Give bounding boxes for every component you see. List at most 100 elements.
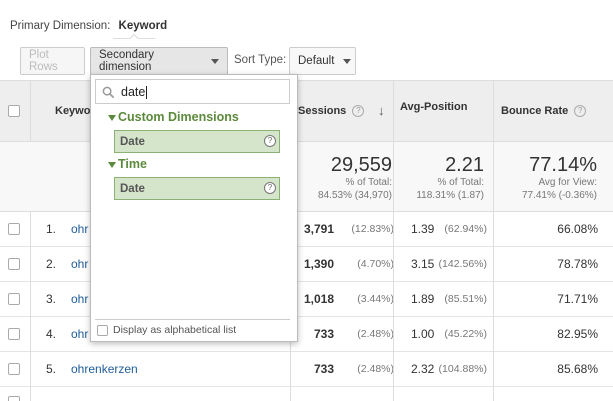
primary-dimension-pointer: [129, 33, 139, 43]
search-icon: [102, 86, 115, 99]
total-sessions-value: 29,559: [330, 154, 392, 176]
dropdown-divider: [95, 319, 290, 320]
row-sessions: 3,791: [303, 222, 334, 236]
table-row: 5. ohrenkerzen 733 (2.48%) 2.32 (104.88%…: [0, 352, 613, 387]
dimension-search-input[interactable]: date: [95, 79, 290, 104]
header-avg-position-label: Avg-Position: [400, 101, 468, 113]
help-icon[interactable]: ?: [264, 135, 276, 147]
row-bounce-rate: 85.68%: [557, 362, 598, 376]
row-position: 1.39: [411, 222, 435, 236]
secondary-dimension-dropdown: date Custom Dimensions Date ? Time Date …: [90, 74, 298, 342]
total-bounce-rate-value: 77.14%: [529, 154, 597, 176]
plot-rows-button[interactable]: Plot Rows: [20, 47, 85, 75]
row-bounce-rate: 82.95%: [557, 327, 598, 341]
row-number: 3.: [46, 292, 57, 306]
total-bounce-rate: 77.14% Avg for View: 77.41% (-0.36%): [494, 154, 597, 202]
primary-dimension-label: Primary Dimension:: [10, 20, 111, 32]
help-icon[interactable]: ?: [352, 105, 365, 117]
header-bounce-rate-label: Bounce Rate: [501, 105, 569, 117]
row-number: 5.: [46, 362, 57, 376]
option-date-time[interactable]: Date ?: [114, 177, 280, 200]
row-number: 2.: [46, 257, 57, 271]
total-avg-position-value: 2.21: [445, 154, 484, 176]
header-bounce-rate[interactable]: Bounce Rate ?: [501, 81, 587, 141]
group-custom-dimensions[interactable]: Custom Dimensions: [118, 110, 239, 124]
row-sessions: 733: [313, 327, 334, 341]
column-divider: [493, 80, 494, 401]
row-sessions: 1,018: [303, 292, 334, 306]
chevron-down-icon: [211, 58, 219, 64]
total-avg-position: 2.21 % of Total: 118.31% (1.87): [394, 154, 484, 202]
header-keyword-label: Keywor: [55, 105, 95, 117]
row-number: 1.: [46, 222, 57, 236]
text-cursor: [146, 86, 148, 100]
dimension-search-value: date: [121, 85, 148, 100]
option-date-custom[interactable]: Date ?: [114, 130, 280, 153]
total-sessions-sub1: % of Total:: [345, 177, 392, 188]
column-divider: [30, 212, 31, 401]
alphabetical-checkbox[interactable]: [97, 324, 108, 336]
sort-type-select[interactable]: Default: [289, 47, 356, 75]
total-avg-position-sub2: 118.31% (1.87): [416, 190, 484, 201]
row-keyword-link[interactable]: ohr: [71, 257, 89, 271]
row-sessions-pct: (4.70%): [357, 258, 394, 270]
total-sessions: 29,559 % of Total: 84.53% (34,970): [290, 154, 392, 202]
chevron-down-icon: [343, 58, 352, 64]
sort-desc-icon[interactable]: ↓: [378, 103, 385, 118]
option-date-label: Date: [120, 135, 145, 148]
help-icon[interactable]: ?: [574, 105, 587, 117]
table-row-partial: [0, 387, 613, 401]
sort-type-label: Sort Type:: [234, 54, 287, 66]
row-sessions-pct: (3.44%): [357, 293, 394, 305]
row-checkbox[interactable]: [8, 223, 20, 235]
help-icon[interactable]: ?: [264, 182, 276, 194]
group-time[interactable]: Time: [118, 157, 147, 171]
column-divider: [30, 80, 31, 142]
row-position: 1.89: [411, 292, 435, 306]
row-position-pct: (104.88%): [438, 363, 487, 375]
option-date-label: Date: [120, 182, 145, 195]
column-divider: [393, 80, 394, 401]
plot-rows-label: Plot Rows: [29, 49, 58, 73]
header-keyword[interactable]: Keywor: [55, 81, 95, 141]
alphabetical-label: Display as alphabetical list: [113, 324, 237, 336]
row-position-pct: (62.94%): [444, 223, 487, 235]
row-position-pct: (85.51%): [444, 293, 487, 305]
alphabetical-option[interactable]: Display as alphabetical list: [97, 324, 236, 336]
row-position-pct: (142.56%): [438, 258, 487, 270]
header-sessions-label: Sessions: [298, 105, 347, 117]
row-sessions-pct: (2.48%): [357, 328, 394, 340]
primary-dimension-keyword[interactable]: Keyword: [118, 20, 168, 32]
row-position: 1.00: [411, 327, 435, 341]
row-checkbox[interactable]: [8, 396, 20, 401]
row-keyword-link[interactable]: ohrenkerzen: [71, 362, 138, 376]
row-keyword-link[interactable]: ohr: [71, 327, 89, 341]
row-checkbox[interactable]: [8, 293, 20, 305]
row-checkbox[interactable]: [8, 328, 20, 340]
expand-triangle-icon[interactable]: [108, 162, 116, 168]
row-checkbox[interactable]: [8, 363, 20, 375]
total-bounce-rate-sub1: Avg for View:: [538, 177, 597, 188]
row-keyword-link[interactable]: ohr: [71, 222, 89, 236]
row-number: 4.: [46, 327, 57, 341]
row-sessions: 1,390: [303, 257, 334, 271]
header-sessions[interactable]: Sessions ?: [298, 81, 365, 141]
row-keyword-link[interactable]: ohr: [71, 292, 89, 306]
row-position-pct: (45.22%): [444, 328, 487, 340]
search-text: date: [121, 85, 146, 99]
total-sessions-sub2: 84.53% (34,970): [318, 190, 392, 201]
header-avg-position[interactable]: Avg-Position: [400, 77, 467, 137]
total-bounce-rate-sub2: 77.41% (-0.36%): [521, 190, 597, 201]
row-bounce-rate: 78.78%: [557, 257, 598, 271]
total-avg-position-sub1: % of Total:: [437, 177, 484, 188]
row-sessions-pct: (2.48%): [357, 363, 394, 375]
row-bounce-rate: 71.71%: [557, 292, 598, 306]
secondary-dimension-button[interactable]: Secondary dimension: [90, 47, 228, 75]
secondary-dimension-label: Secondary dimension: [99, 49, 154, 73]
primary-dimension: Primary Dimension: Keyword: [10, 20, 167, 32]
row-checkbox[interactable]: [8, 258, 20, 270]
expand-triangle-icon[interactable]: [108, 115, 116, 121]
select-all-checkbox[interactable]: [8, 105, 20, 117]
row-bounce-rate: 66.08%: [557, 222, 598, 236]
row-position: 2.32: [411, 362, 435, 376]
